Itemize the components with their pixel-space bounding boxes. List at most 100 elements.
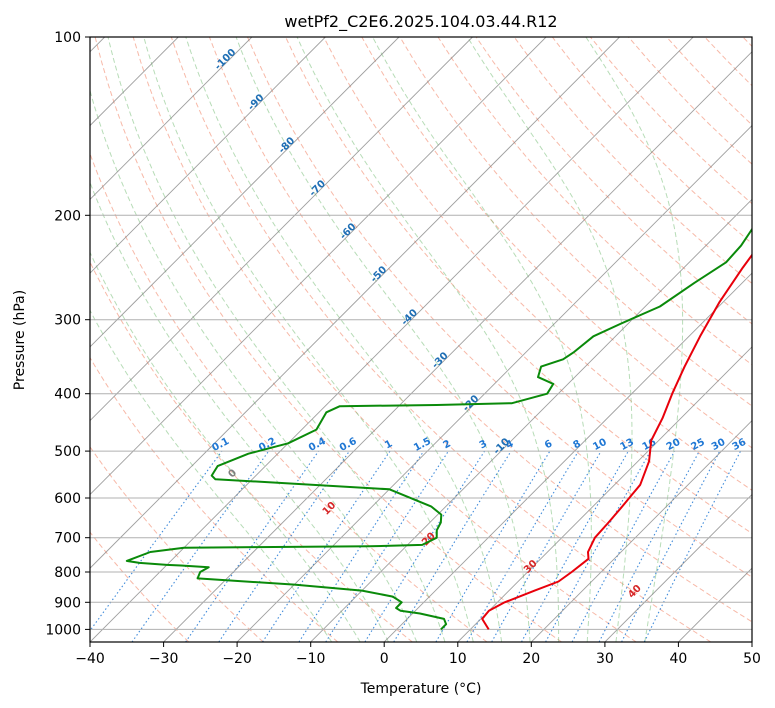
mixing-ratio-line — [643, 450, 741, 642]
dry-adiabat — [513, 37, 752, 285]
mixing-ratio-label: 10 — [591, 437, 608, 453]
dry-adiabat — [247, 37, 752, 578]
isotherm — [236, 124, 752, 642]
x-tick-label: −20 — [222, 651, 252, 667]
mixing-ratio-line — [571, 450, 676, 642]
x-axis-label: Temperature (°C) — [360, 681, 482, 697]
x-tick-label: 30 — [596, 651, 614, 667]
moist-adiabat — [585, 37, 684, 642]
x-tick-label: 0 — [380, 651, 389, 667]
mixing-ratio-line — [521, 450, 629, 642]
isotherm-label: -90 — [246, 92, 267, 113]
isotherm — [457, 346, 752, 642]
y-tick-label: 300 — [54, 313, 81, 329]
background-line-labels: 0.1 0.2 0.4 0.6 1 1.5 2 3 4 6 8 10 13 16 20 25 30 36-100-… — [210, 47, 748, 601]
dry-adiabat — [437, 37, 752, 366]
mixing-ratio-label: 1 — [383, 438, 394, 451]
pressure-gridlines — [90, 37, 752, 630]
dry-adiabat — [208, 37, 752, 623]
background-lines — [90, 37, 752, 642]
y-axis: 100 200 300 400 500 600 700 800 900 1000 — [45, 30, 90, 638]
dry-adiabat — [399, 37, 752, 407]
x-tick-label: 40 — [669, 651, 687, 667]
x-tick-label: −10 — [296, 651, 326, 667]
mixing-ratio-label: 4 — [504, 438, 515, 451]
chart-title: wetPf2_C2E6.2025.104.03.44.R12 — [284, 12, 557, 32]
isotherm — [90, 37, 326, 274]
isotherm — [90, 37, 473, 422]
dry-adiabat — [90, 446, 264, 642]
dry-adiabat — [742, 37, 752, 47]
moist-adiabat — [466, 37, 633, 642]
mixing-ratio-line — [298, 450, 425, 642]
moist-adiabat — [107, 37, 446, 642]
isotherm — [90, 37, 694, 642]
x-tick-label: 50 — [743, 651, 761, 667]
mixing-ratio-line — [393, 450, 512, 642]
moist-adiabat — [185, 37, 503, 642]
isotherm-label: -40 — [399, 307, 420, 328]
y-tick-label: 500 — [54, 444, 81, 460]
mixing-ratio-label: 6 — [543, 438, 554, 451]
moist-adiabat — [90, 88, 418, 642]
dry-adiabat — [90, 356, 339, 642]
mixing-ratio-line — [185, 450, 320, 642]
y-tick-label: 800 — [54, 565, 81, 581]
dry-adiabat — [285, 37, 752, 535]
isotherm — [90, 37, 547, 496]
mixing-ratio-label: 25 — [689, 437, 706, 453]
moist-adiabat — [235, 37, 531, 642]
mixing-ratio-label: 30 — [710, 437, 727, 453]
isotherm — [751, 641, 752, 642]
x-tick-label: 20 — [522, 651, 540, 667]
dewpoint-line — [125, 227, 752, 631]
y-tick-label: 400 — [54, 387, 81, 403]
dry-adiabat — [90, 152, 488, 642]
moist-adiabat — [90, 251, 361, 642]
dry-adiabat-label: 40 — [626, 583, 644, 601]
dry-adiabat-label: 10 — [321, 500, 339, 518]
moist-adiabat — [90, 181, 389, 642]
mixing-ratio-label: 13 — [618, 437, 635, 453]
x-tick-label: −30 — [149, 651, 179, 667]
temperature-line — [481, 253, 752, 630]
y-tick-label: 100 — [54, 30, 81, 46]
mixing-ratio-line — [262, 450, 391, 642]
dry-adiabat — [170, 37, 712, 642]
isotherm — [90, 37, 620, 569]
sounding-profiles — [125, 227, 752, 631]
moist-adiabat — [372, 37, 592, 642]
isotherm-label: -60 — [338, 221, 359, 242]
mixing-ratio-line — [621, 450, 721, 642]
isotherm — [90, 37, 253, 201]
y-tick-label: 900 — [54, 595, 81, 611]
isotherm — [530, 420, 752, 642]
y-tick-label: 1000 — [45, 622, 81, 638]
isotherm-label: -80 — [277, 135, 298, 156]
mixing-ratio-label: 8 — [572, 438, 583, 451]
moist-adiabat — [143, 37, 474, 642]
dry-adiabat — [628, 37, 752, 165]
mixing-ratio-line — [545, 450, 651, 642]
mixing-ratio-line — [325, 450, 449, 642]
y-tick-label: 200 — [54, 208, 81, 224]
isotherm-label: -30 — [430, 350, 451, 371]
y-tick-label: 700 — [54, 531, 81, 547]
x-tick-label: −40 — [75, 651, 105, 667]
dry-adiabat — [94, 37, 562, 642]
dry-adiabat — [704, 37, 752, 87]
mixing-ratio-line — [435, 450, 551, 642]
dry-adiabat — [90, 260, 413, 642]
y-axis-label: Pressure (hPa) — [12, 290, 28, 390]
isotherm — [310, 198, 752, 642]
isotherm-label: -100 — [213, 47, 239, 73]
isotherm — [678, 567, 752, 642]
x-axis: −40 −30 −20 −10 0 10 20 30 40 50 — [75, 642, 761, 667]
isotherm-label: -50 — [369, 264, 390, 285]
dry-adiabat — [90, 531, 190, 642]
x-tick-label: 10 — [449, 651, 467, 667]
isotherm — [163, 51, 752, 642]
mixing-ratio-label: 2 — [442, 438, 453, 451]
mixing-ratio-line — [466, 450, 579, 642]
